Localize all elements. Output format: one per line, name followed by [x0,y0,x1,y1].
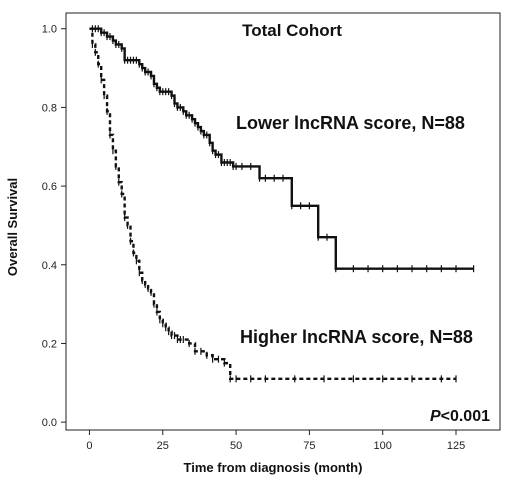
y-axis-label: Overall Survival [5,178,20,276]
x-tick-label: 25 [157,440,169,452]
y-tick-label: 0.2 [42,338,57,350]
axes: 0 25 50 75 100 125 0.0 0.2 0.4 0.6 0.8 1.0 [42,24,465,452]
y-tick-label: 0.6 [42,181,57,193]
x-tick-label: 125 [447,440,465,452]
p-value-rest: <0.001 [441,408,490,425]
y-tick-label: 0.0 [42,417,57,429]
series-layer [89,25,475,383]
p-value-symbol: P [430,408,441,425]
y-tick-label: 0.8 [42,102,57,114]
plot-frame [65,12,501,431]
annotation-lower-group: Lower lncRNA score, N=88 [236,113,465,133]
y-tick-label: 1.0 [42,24,57,36]
x-tick-label: 75 [303,440,315,452]
series-line-lower [89,27,474,270]
p-value: P<0.001 [430,408,490,425]
x-axis-label: Time from diagnosis (month) [184,460,363,475]
annotation-higher-group: Higher lncRNA score, N=88 [240,327,473,347]
x-tick-label: 50 [230,440,242,452]
x-tick-label: 100 [374,440,392,452]
y-tick-label: 0.4 [42,260,57,272]
chart-title: Total Cohort [242,21,342,40]
x-tick-label: 0 [86,440,92,452]
